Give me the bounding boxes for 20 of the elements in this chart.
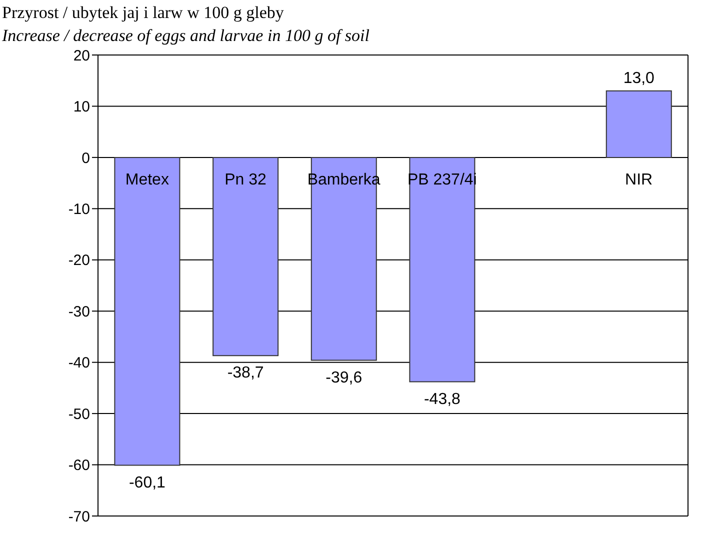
data-label: -39,6 — [326, 369, 362, 386]
x-tick-label: Metex — [125, 171, 169, 188]
y-tick-label: -70 — [68, 508, 90, 526]
y-tick-label: -20 — [68, 252, 90, 270]
y-tick-label: 20 — [73, 47, 90, 64]
y-tick-label: -10 — [68, 200, 90, 218]
data-label: -60,1 — [128, 474, 166, 492]
y-tick-label: 10 — [73, 98, 90, 116]
y-tick-label: -60 — [68, 457, 90, 474]
data-label: 13,0 — [623, 70, 655, 87]
y-tick-label: -40 — [68, 354, 90, 372]
x-tick-label: NIR — [625, 171, 653, 188]
data-label: -43,8 — [424, 390, 461, 408]
y-tick-label: -50 — [68, 406, 90, 423]
chart-subtitle: Increase / decrease of eggs and larvae in 100 g of soil — [2, 26, 370, 46]
data-label: -38,7 — [227, 364, 264, 382]
chart-title: Przyrost / ubytek jaj i larw w 100 g gleby — [2, 3, 284, 23]
y-tick-label: -30 — [68, 303, 90, 320]
x-tick-label: Pn 32 — [224, 171, 267, 188]
y-tick-label: 0 — [82, 150, 90, 167]
